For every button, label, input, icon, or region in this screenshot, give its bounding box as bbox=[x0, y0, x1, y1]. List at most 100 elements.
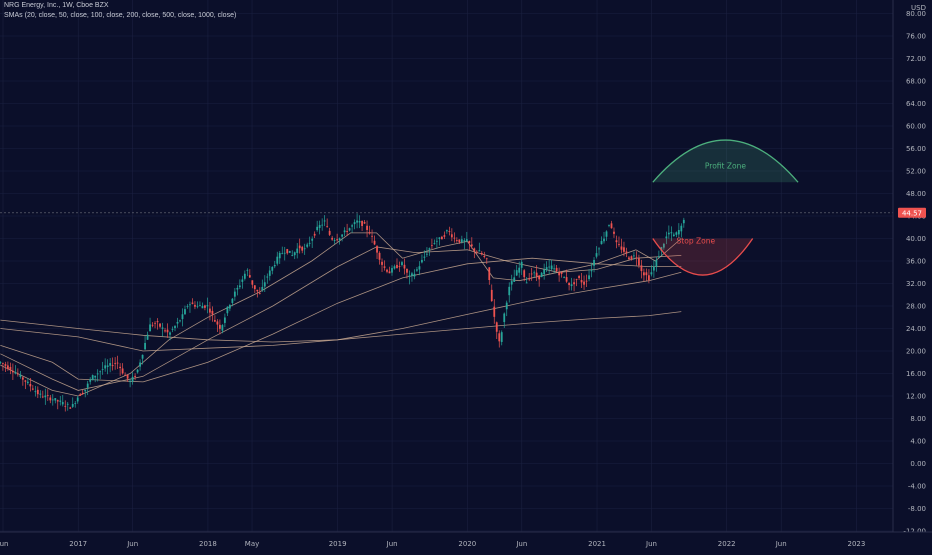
candle-body bbox=[134, 375, 136, 377]
candle-body bbox=[26, 381, 29, 384]
candle-body bbox=[411, 273, 413, 276]
candle-body bbox=[169, 332, 171, 335]
candle-body bbox=[643, 272, 645, 276]
candle-body bbox=[326, 226, 329, 228]
candle-body bbox=[665, 236, 668, 239]
candle-body bbox=[189, 304, 191, 306]
candle-body bbox=[34, 391, 37, 393]
candle-body bbox=[116, 362, 119, 364]
candle-body bbox=[241, 279, 244, 282]
candle-body bbox=[119, 366, 122, 369]
candle-body bbox=[583, 281, 585, 285]
indicator-legend[interactable]: SMAs (20, close, 50, close, 100, close, … bbox=[4, 12, 237, 19]
price-tick-label: 40.00 bbox=[906, 235, 926, 243]
candle-body bbox=[391, 268, 393, 273]
candle-body bbox=[231, 298, 234, 303]
candle-body bbox=[288, 250, 291, 253]
candle-body bbox=[408, 275, 411, 277]
candle-body bbox=[104, 365, 107, 369]
candle-body bbox=[406, 268, 408, 273]
candle-body bbox=[398, 266, 401, 267]
candle-body bbox=[623, 247, 625, 252]
candle-body bbox=[535, 272, 538, 277]
candle-body bbox=[41, 396, 44, 398]
candle-body bbox=[505, 302, 508, 310]
candle-body bbox=[154, 322, 156, 324]
candle-body bbox=[613, 231, 615, 234]
candle-body bbox=[450, 234, 453, 238]
candle-body bbox=[308, 242, 311, 244]
candle-body bbox=[214, 320, 216, 322]
candle-body bbox=[545, 267, 548, 271]
candle-body bbox=[638, 258, 640, 266]
price-tick-label: 32.00 bbox=[906, 280, 926, 288]
candle-body bbox=[353, 222, 356, 225]
candle-body bbox=[2, 363, 4, 364]
chart-symbol-title[interactable]: NRG Energy, Inc., 1W, Cboe BZX bbox=[4, 2, 109, 9]
candle-body bbox=[593, 259, 595, 266]
candle-body bbox=[283, 252, 286, 254]
candle-body bbox=[181, 314, 184, 320]
candle-body bbox=[366, 225, 368, 230]
candle-body bbox=[503, 313, 506, 323]
candle-body bbox=[533, 272, 536, 274]
price-tick-label: 76.00 bbox=[906, 33, 926, 41]
price-tick-label: 36.00 bbox=[906, 258, 926, 266]
candle-body bbox=[428, 248, 431, 250]
candle-body bbox=[129, 381, 132, 383]
candle-body bbox=[313, 233, 316, 236]
time-tick-label: 2017 bbox=[69, 540, 87, 548]
candle-body bbox=[590, 270, 593, 272]
candle-body bbox=[445, 230, 448, 232]
candle-body bbox=[662, 243, 665, 248]
price-tick-label: 68.00 bbox=[906, 78, 926, 86]
candle-body bbox=[513, 277, 516, 282]
candle-body bbox=[81, 392, 84, 394]
candle-body bbox=[96, 373, 99, 375]
candle-body bbox=[321, 224, 324, 226]
candle-body bbox=[39, 393, 42, 395]
candle-body bbox=[71, 404, 74, 407]
candle-body bbox=[433, 243, 436, 244]
price-tick-label: 20.00 bbox=[906, 348, 926, 356]
candle-body bbox=[211, 310, 214, 315]
candle-body bbox=[453, 237, 456, 239]
candle-body bbox=[515, 270, 518, 276]
candle-body bbox=[161, 327, 164, 329]
candle-body bbox=[91, 375, 94, 380]
candle-body bbox=[101, 369, 104, 370]
candle-body bbox=[605, 231, 608, 237]
candle-body bbox=[455, 240, 458, 241]
candle-body bbox=[635, 257, 638, 259]
candle-body bbox=[403, 264, 406, 269]
candle-body bbox=[69, 407, 72, 409]
candle-body bbox=[610, 223, 613, 229]
candle-body bbox=[608, 225, 610, 226]
candle-body bbox=[438, 237, 441, 239]
candle-body bbox=[61, 402, 64, 405]
time-axis[interactable]: Jun 2017 Jun 2018 May 2019 Jun 2020 Jun 2021 Jun 20… bbox=[0, 540, 865, 548]
candle-body bbox=[331, 237, 334, 240]
candle-body bbox=[470, 244, 473, 247]
candle-body bbox=[518, 267, 521, 273]
candle-body bbox=[346, 230, 349, 232]
candle-body bbox=[199, 305, 201, 307]
candle-body bbox=[24, 380, 27, 382]
candle-body bbox=[363, 222, 366, 224]
candle-body bbox=[124, 374, 127, 376]
candle-body bbox=[356, 220, 358, 223]
candle-body bbox=[131, 376, 134, 382]
candle-body bbox=[9, 366, 12, 371]
candle-body bbox=[485, 258, 488, 260]
sma-line bbox=[0, 257, 682, 383]
candle-body bbox=[293, 252, 296, 256]
price-tick-label: 28.00 bbox=[906, 303, 926, 311]
candle-body bbox=[191, 302, 194, 304]
candle-body bbox=[578, 276, 580, 279]
candle-body bbox=[670, 232, 673, 234]
candle-body bbox=[490, 289, 493, 302]
candle-body bbox=[615, 240, 618, 243]
